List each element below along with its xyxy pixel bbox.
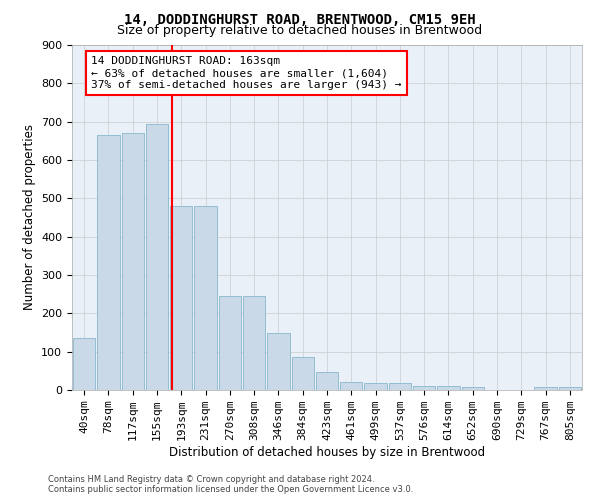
Bar	[292, 358, 314, 390]
Text: Contains HM Land Registry data © Crown copyright and database right 2024.
Contai: Contains HM Land Registry data © Crown c…	[48, 474, 413, 494]
Bar	[122, 133, 144, 390]
Bar	[461, 388, 484, 390]
Bar	[413, 386, 436, 390]
Bar	[340, 382, 362, 390]
Text: 14, DODDINGHURST ROAD, BRENTWOOD, CM15 9EH: 14, DODDINGHURST ROAD, BRENTWOOD, CM15 9…	[124, 12, 476, 26]
Bar	[535, 387, 557, 390]
Bar	[364, 383, 387, 390]
Y-axis label: Number of detached properties: Number of detached properties	[23, 124, 35, 310]
Bar	[559, 387, 581, 390]
Bar	[146, 124, 168, 390]
Text: 14 DODDINGHURST ROAD: 163sqm
← 63% of detached houses are smaller (1,604)
37% of: 14 DODDINGHURST ROAD: 163sqm ← 63% of de…	[91, 56, 402, 90]
Bar	[218, 296, 241, 390]
Bar	[316, 372, 338, 390]
Bar	[97, 135, 119, 390]
Bar	[194, 206, 217, 390]
Bar	[73, 338, 95, 390]
Bar	[437, 386, 460, 390]
Bar	[389, 383, 411, 390]
X-axis label: Distribution of detached houses by size in Brentwood: Distribution of detached houses by size …	[169, 446, 485, 459]
Text: Size of property relative to detached houses in Brentwood: Size of property relative to detached ho…	[118, 24, 482, 37]
Bar	[243, 296, 265, 390]
Bar	[170, 206, 193, 390]
Bar	[267, 334, 290, 390]
